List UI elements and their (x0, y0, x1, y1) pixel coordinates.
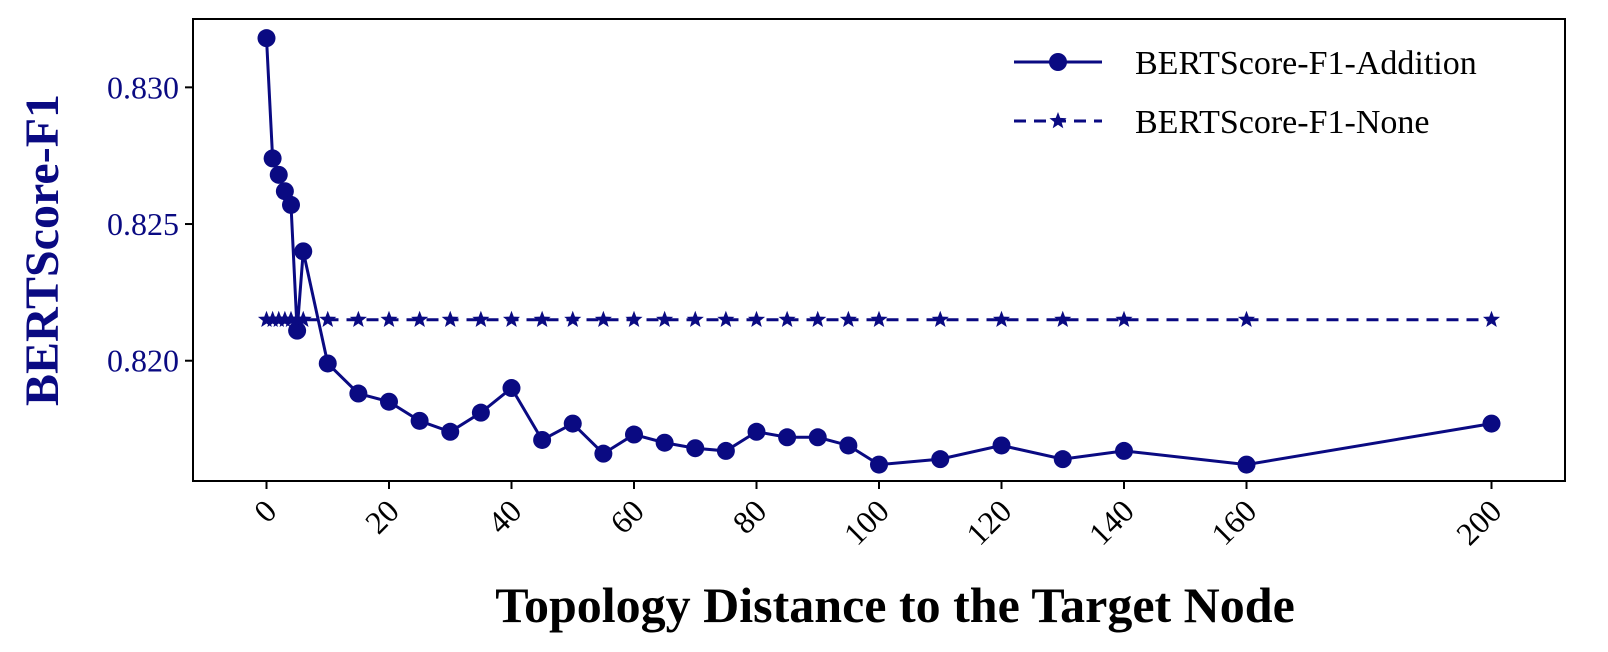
x-tick-label: 60 (603, 492, 651, 540)
y-axis: 0.820 0.825 0.830 (107, 69, 193, 379)
data-point (380, 310, 398, 327)
data-point (410, 411, 429, 430)
data-point (1115, 310, 1133, 327)
data-point (288, 321, 307, 340)
data-point (1115, 441, 1133, 460)
data-point (747, 422, 766, 441)
data-point (992, 310, 1011, 327)
legend-label-none: BERTScore-F1-None (1135, 104, 1429, 141)
x-tick-label: 100 (837, 492, 896, 551)
data-point (870, 455, 888, 474)
data-point (319, 310, 337, 327)
data-point (533, 430, 552, 449)
legend: BERTScore-F1-Addition BERTScore-F1-None (1000, 30, 1560, 152)
data-point (472, 310, 490, 327)
x-tick-label: 120 (959, 492, 1018, 551)
data-point (992, 436, 1011, 455)
x-tick-label: 160 (1204, 492, 1263, 551)
x-tick-label: 200 (1449, 492, 1508, 551)
data-point (778, 310, 796, 327)
data-point (502, 379, 521, 398)
series-markers (257, 29, 1501, 474)
data-point (318, 354, 337, 373)
data-point (625, 310, 643, 327)
data-point (502, 310, 521, 327)
legend-marker-addition (1049, 53, 1067, 71)
y-tick-label: 0.820 (107, 343, 179, 379)
data-point (441, 310, 459, 327)
legend-marker-none (1049, 112, 1067, 129)
data-point (716, 441, 735, 460)
data-point (1482, 414, 1501, 433)
data-point (655, 433, 674, 452)
data-point (809, 310, 827, 327)
data-point (257, 29, 276, 48)
y-tick-label: 0.830 (107, 69, 179, 105)
data-point (808, 428, 827, 447)
data-point (870, 310, 888, 327)
data-point (625, 425, 643, 444)
data-point (594, 310, 612, 327)
data-point (778, 428, 797, 447)
data-point (656, 310, 674, 327)
data-point (563, 414, 582, 433)
data-point (349, 310, 367, 327)
x-axis: 0 20 40 60 80 100 120 140 160 200 (247, 481, 1508, 552)
data-point (594, 444, 613, 463)
legend-label-addition: BERTScore-F1-Addition (1135, 45, 1477, 82)
data-point (294, 310, 312, 327)
data-point (686, 310, 704, 327)
data-point (717, 310, 735, 327)
x-tick-label: 80 (725, 492, 773, 540)
data-point (839, 310, 857, 327)
x-tick-label: 20 (358, 492, 406, 540)
data-point (931, 450, 950, 469)
data-point (441, 422, 460, 441)
y-tick-label: 0.825 (107, 206, 179, 242)
data-point (1054, 310, 1072, 327)
data-point (349, 384, 368, 403)
data-point (1237, 455, 1256, 474)
x-tick-label: 40 (480, 492, 528, 540)
data-point (269, 165, 288, 184)
data-point (282, 195, 300, 214)
legend-frame (1000, 30, 1560, 152)
data-point (1053, 450, 1072, 469)
data-point (1482, 310, 1501, 327)
x-axis-title: Topology Distance to the Target Node (495, 577, 1295, 633)
data-point (411, 310, 429, 327)
x-tick-label: 140 (1082, 492, 1141, 551)
y-axis-title: BERTScore-F1 (16, 94, 69, 406)
data-point (686, 439, 705, 458)
data-point (931, 310, 949, 327)
data-point (747, 310, 766, 327)
data-point (533, 310, 551, 327)
data-point (564, 310, 582, 327)
data-point (294, 242, 313, 261)
data-point (275, 182, 294, 201)
data-point (839, 436, 858, 455)
data-point (380, 392, 398, 411)
data-point (263, 149, 282, 168)
data-point (1237, 310, 1256, 327)
data-point (471, 403, 490, 422)
x-tick-label: 0 (247, 492, 284, 529)
